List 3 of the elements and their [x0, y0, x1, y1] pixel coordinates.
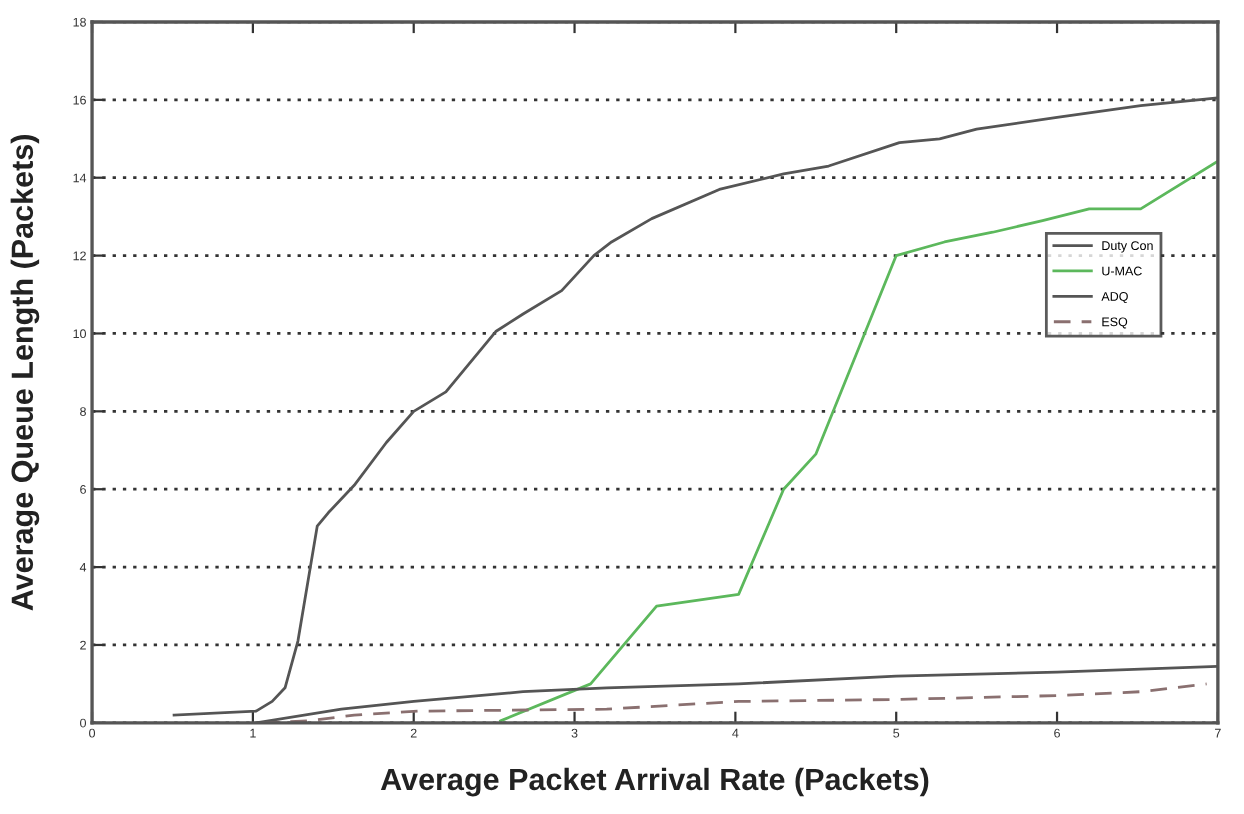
line-series [499, 160, 1218, 723]
x-axis-title: Average Packet Arrival Rate (Packets) [380, 767, 929, 797]
y-axis-title: Average Queue Length (Packets) [10, 135, 40, 611]
